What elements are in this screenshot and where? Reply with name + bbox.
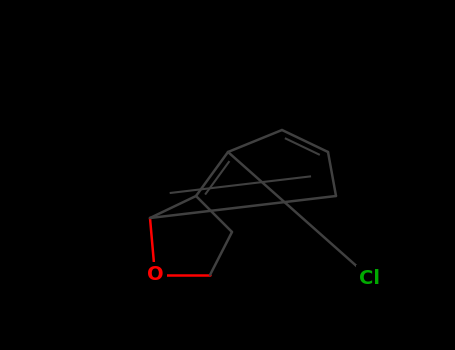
Text: Cl: Cl bbox=[359, 268, 380, 287]
Text: O: O bbox=[147, 266, 163, 285]
